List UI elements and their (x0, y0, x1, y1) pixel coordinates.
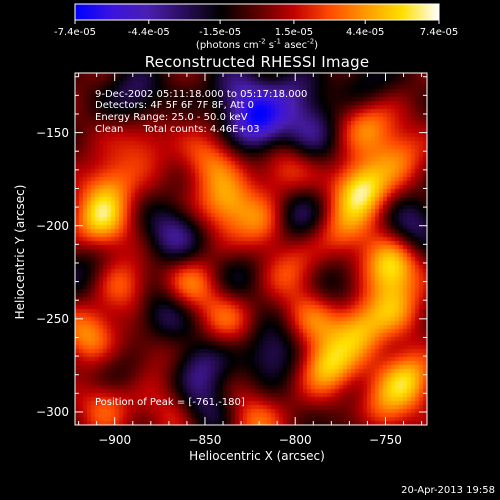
y-tick-label: −250 (36, 311, 69, 326)
colorbar-tick-label: -7.4e-05 (54, 27, 96, 38)
x-tick-label: −800 (278, 433, 312, 447)
info-total-counts: Total counts: 4.46E+03 (143, 124, 260, 135)
plot-title: Reconstructed RHESSI Image (144, 53, 370, 71)
peak-position-label: Position of Peak = [-761,-180] (95, 397, 245, 408)
y-tick-label: −150 (36, 125, 69, 140)
colorbar-tick-label: -4.4e-05 (127, 27, 170, 38)
colorbar-frame (74, 3, 440, 21)
colorbar-tick-label: 4.4e-05 (346, 27, 385, 38)
info-method-counts: Clean Total counts: 4.46E+03 (95, 125, 260, 135)
x-tick-label: −900 (98, 433, 132, 447)
colorbar-ticks (74, 3, 440, 24)
info-method: Clean (95, 124, 124, 135)
x-tick-label: −850 (188, 433, 222, 447)
y-tick-label: −200 (36, 218, 69, 233)
plot-frame (74, 72, 428, 426)
info-time-range: 9-Dec-2002 05:11:18.000 to 05:17:18.000 (95, 89, 308, 100)
info-energy-range: Energy Range: 25.0 - 50.0 keV (95, 112, 248, 123)
x-axis-label: Heliocentric X (arcsec) (189, 449, 325, 463)
colorbar-tick-label: 1.5e-05 (274, 27, 314, 38)
colorbar (75, 4, 439, 20)
timestamp: 20-Apr-2013 19:58 (401, 485, 495, 496)
rhessi-image-heatmap (75, 73, 427, 425)
y-tick-label: −300 (36, 404, 69, 419)
colorbar-tick-label: 7.4e-05 (419, 27, 459, 38)
x-tick-label: −750 (368, 433, 402, 447)
colorbar-units-label: (photons cm-2 s-1 asec-2) (195, 37, 319, 51)
info-detectors: Detectors: 4F 5F 6F 7F 8F, Att 0 (95, 100, 255, 111)
colorbar-tick-label: -1.5e-05 (199, 27, 242, 38)
y-axis-label: Heliocentric Y (arcsec) (13, 184, 27, 320)
